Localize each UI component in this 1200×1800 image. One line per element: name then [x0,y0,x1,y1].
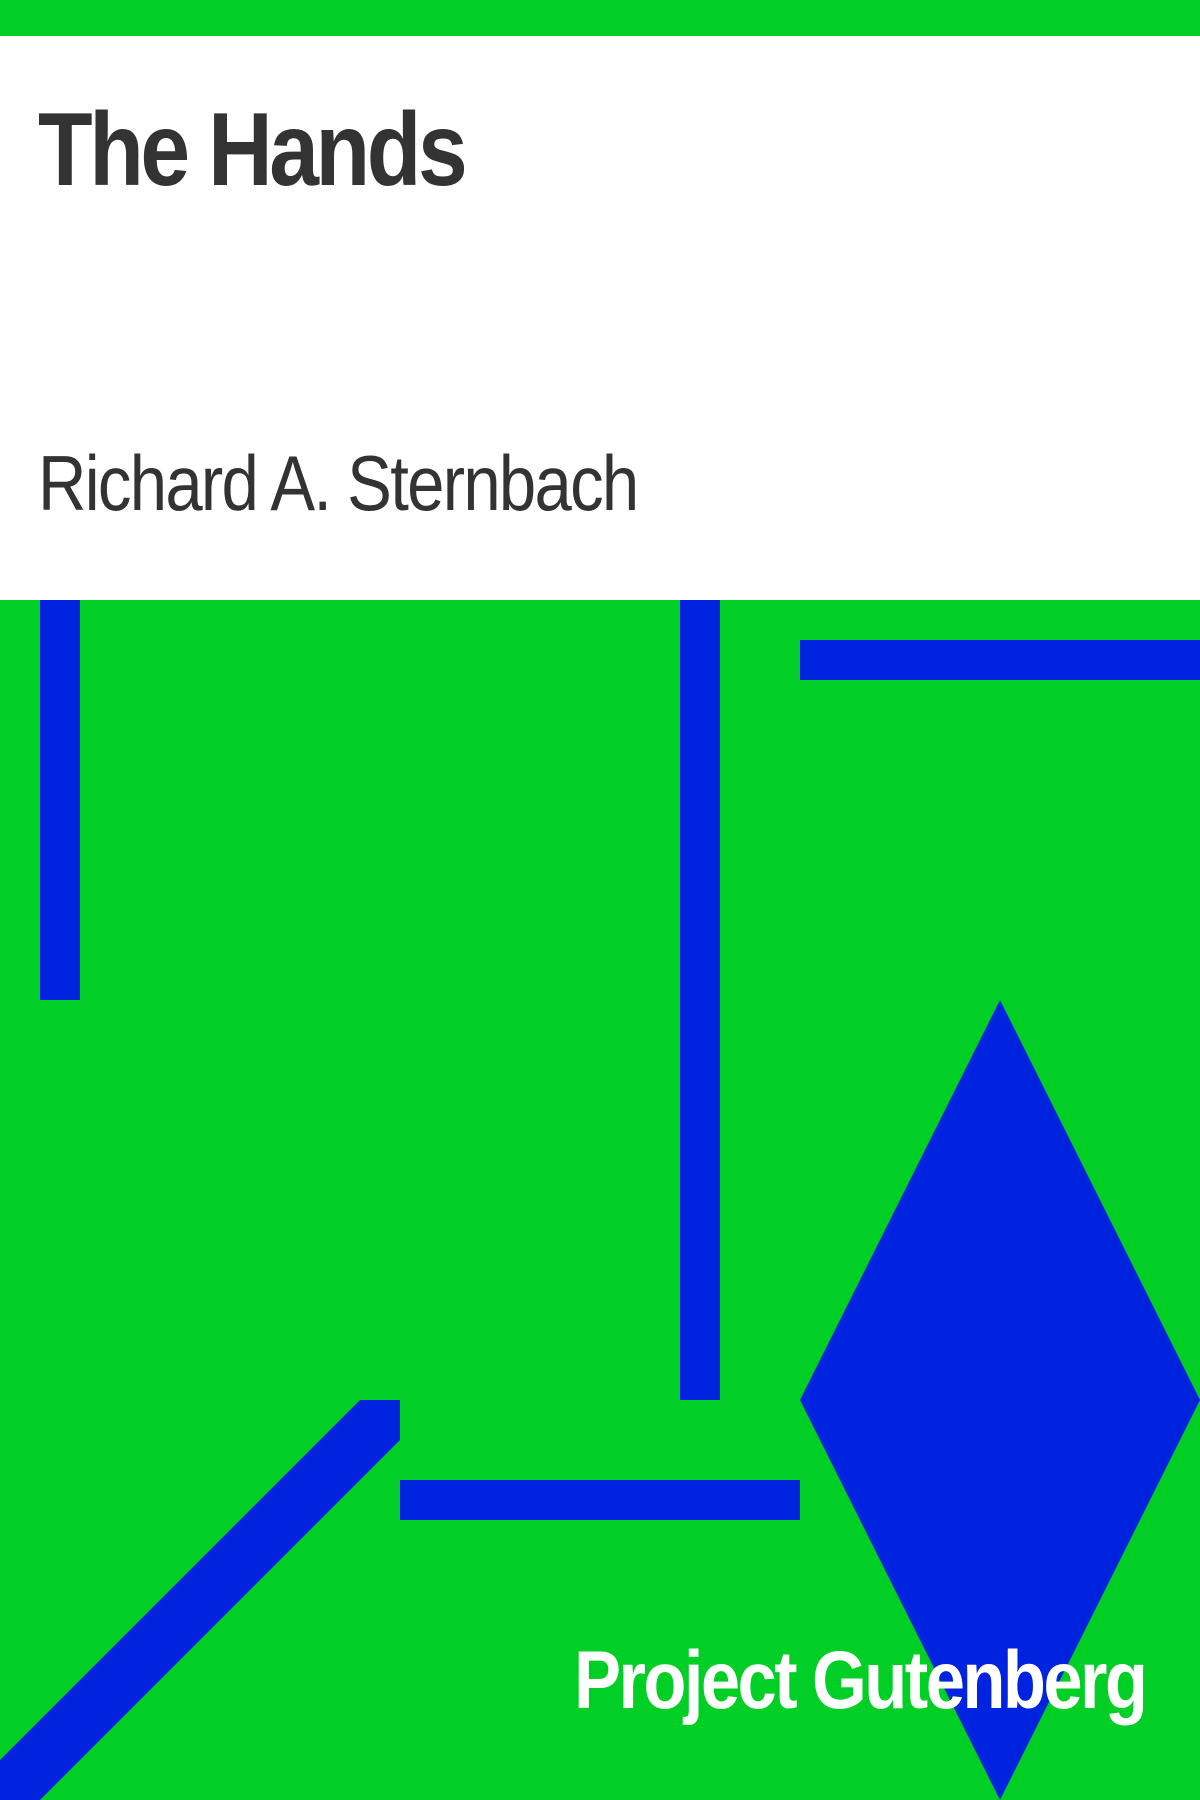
book-title: The Hands [38,92,468,208]
vertical-bar-left [40,600,80,1000]
publisher-label: Project Gutenberg [573,1635,1148,1726]
title-panel: The Hands Richard A. Sternbach [0,36,1200,600]
top-color-strip [0,0,1200,36]
diagonal-bar [0,1400,400,1800]
horizontal-bar-top-right [800,640,1200,680]
book-author: Richard A. Sternbach [38,439,639,527]
vertical-bar-center [680,600,720,1400]
horizontal-bar-bottom [400,1480,800,1520]
diamond-shape [800,1000,1200,1800]
